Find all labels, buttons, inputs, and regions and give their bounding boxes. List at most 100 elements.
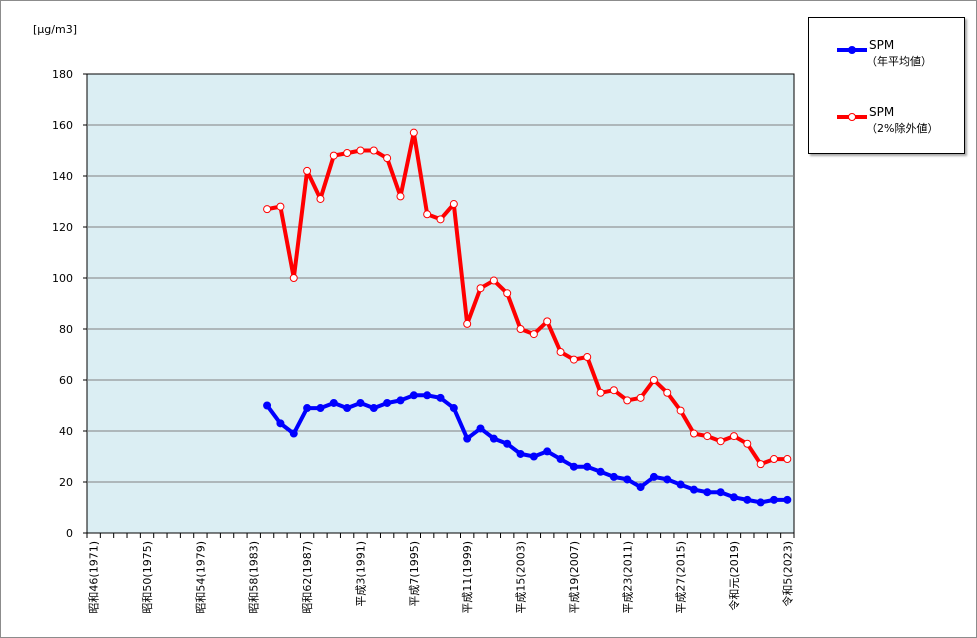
data-point	[303, 166, 312, 175]
data-point	[636, 483, 645, 492]
y-tick-label: 60	[59, 374, 73, 387]
data-point	[783, 495, 792, 504]
data-point	[516, 325, 525, 333]
data-point	[636, 393, 645, 402]
data-point	[289, 274, 298, 282]
y-tick-label: 180	[52, 68, 73, 81]
data-point	[356, 398, 365, 407]
data-point	[769, 495, 778, 504]
data-point	[303, 404, 312, 413]
data-point	[343, 149, 352, 158]
x-tick-label: 平成3(1991)	[354, 541, 367, 607]
data-point	[329, 398, 338, 407]
y-tick-label: 100	[52, 272, 73, 285]
data-point	[409, 128, 418, 137]
data-point	[716, 437, 725, 446]
legend-sub-2pct-excluded: （2%除外値）	[866, 122, 939, 135]
data-point	[649, 472, 658, 481]
y-tick-label: 20	[59, 476, 73, 489]
x-tick-label: 平成15(2003)	[515, 541, 528, 614]
y-axis: 0 20 40 60 80 100 120 140 160 180	[52, 68, 87, 540]
data-point	[276, 419, 285, 428]
data-point	[756, 498, 765, 507]
x-tick-label: 平成27(2015)	[675, 541, 688, 614]
data-point	[316, 194, 325, 203]
legend-label-2pct-excluded: SPM	[869, 105, 895, 119]
data-point	[783, 455, 792, 464]
x-tick-label: 平成23(2011)	[621, 541, 634, 614]
x-tick-label: 令和5(2023)	[780, 541, 794, 607]
series-line-1	[266, 130, 788, 467]
data-point	[369, 404, 378, 413]
x-tick-label: 昭和46(1971)	[88, 541, 101, 614]
data-point	[756, 460, 765, 469]
data-point	[663, 388, 672, 397]
x-axis: 昭和46(1971) 昭和50(1975) 昭和54(1979) 昭和58(1983)…	[86, 533, 795, 614]
data-point	[356, 146, 365, 155]
x-tick-label: 令和元(2019)	[727, 541, 741, 611]
data-point	[543, 317, 552, 326]
data-point	[396, 192, 405, 201]
data-point	[623, 396, 632, 405]
data-point	[423, 391, 432, 400]
x-tick-label: 平成19(2007)	[568, 541, 581, 614]
legend-sub-annual-mean: （年平均値）	[866, 55, 932, 68]
data-point	[449, 200, 458, 209]
data-point	[383, 398, 392, 407]
data-point	[449, 404, 458, 413]
y-tick-label: 160	[52, 119, 73, 132]
data-point	[663, 475, 672, 484]
data-point	[263, 205, 272, 214]
data-point	[289, 429, 298, 438]
data-point	[463, 319, 472, 328]
data-point	[423, 210, 432, 219]
data-point	[436, 393, 445, 402]
plot-area	[86, 73, 795, 534]
data-point	[556, 347, 565, 356]
data-point	[369, 146, 378, 155]
data-point	[583, 353, 592, 362]
data-point	[556, 455, 565, 464]
legend-item-annual-mean: SPM （年平均値）	[809, 38, 964, 74]
y-unit-label: [µg/m3]	[33, 23, 77, 36]
x-tick-label: 昭和54(1979)	[194, 541, 207, 614]
data-point	[676, 406, 685, 415]
data-point	[343, 404, 352, 413]
grid-lines	[87, 124, 794, 483]
data-point	[596, 388, 605, 397]
data-point	[316, 404, 325, 413]
data-point	[436, 215, 445, 224]
data-point	[263, 401, 272, 410]
legend-item-2pct-excluded: SPM （2%除外値）	[809, 105, 964, 141]
data-point	[516, 449, 525, 458]
x-tick-label: 昭和62(1987)	[301, 541, 314, 614]
data-point	[476, 284, 485, 293]
legend-swatch-blue	[837, 46, 867, 54]
x-tick-label: 昭和50(1975)	[141, 541, 154, 614]
data-point	[676, 480, 685, 489]
data-point	[729, 493, 738, 502]
data-point	[329, 151, 338, 160]
data-point	[609, 472, 618, 481]
data-point	[543, 447, 552, 456]
data-point	[623, 475, 632, 484]
y-tick-label: 80	[59, 323, 73, 336]
data-point	[703, 432, 712, 441]
legend: SPM （年平均値） SPM （2%除外値）	[808, 17, 965, 154]
data-point	[583, 462, 592, 471]
data-point	[569, 462, 578, 471]
x-tick-label: 平成11(1999)	[461, 541, 474, 614]
y-tick-label: 40	[59, 425, 73, 438]
series-line-0	[265, 393, 788, 505]
data-point	[716, 488, 725, 497]
data-point	[703, 488, 712, 497]
data-point	[476, 424, 485, 433]
data-point	[743, 439, 752, 448]
legend-swatch-red	[837, 113, 867, 121]
data-point	[463, 434, 472, 443]
x-tick-label: 平成7(1995)	[408, 541, 421, 607]
data-point	[769, 455, 778, 464]
data-point	[529, 452, 538, 461]
x-tick-label: 昭和58(1983)	[248, 541, 261, 614]
